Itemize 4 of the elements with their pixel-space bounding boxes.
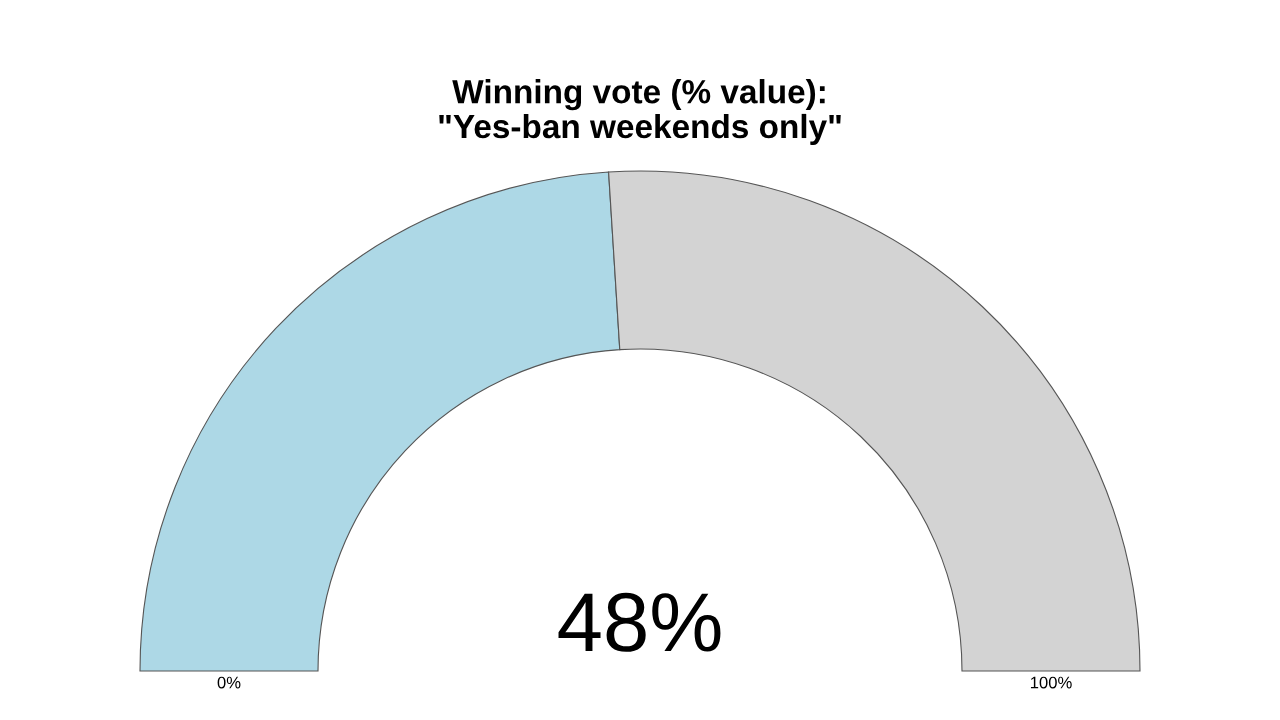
text: 0% [217, 676, 241, 689]
data-label: 48% [558, 592, 721, 652]
text: 100% [1030, 676, 1072, 689]
chart-title: Winning vote (% value): "Yes-ban weekends only" [439, 79, 841, 145]
